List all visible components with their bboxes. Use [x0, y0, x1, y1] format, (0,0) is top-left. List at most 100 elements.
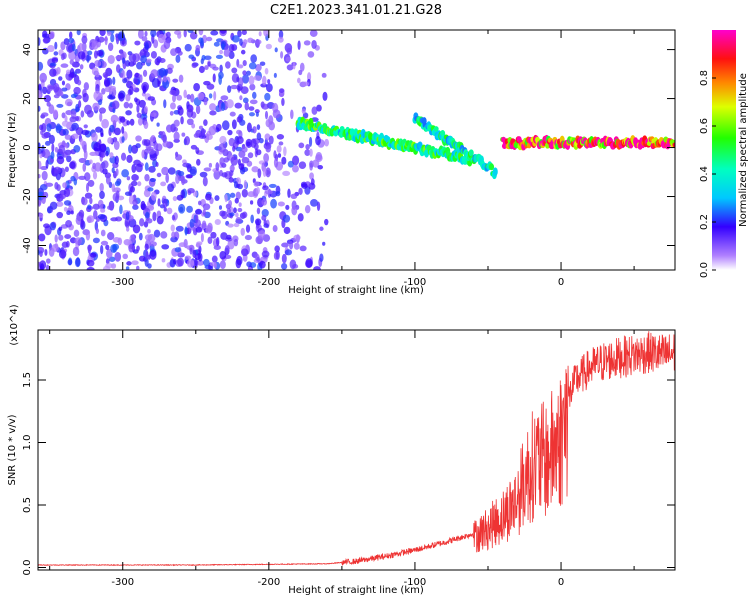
heatmap-cell	[83, 149, 88, 160]
heatmap-cell	[77, 79, 82, 86]
heatmap-cell	[185, 174, 193, 179]
heatmap-cell	[177, 106, 184, 116]
heatmap-cell	[157, 33, 166, 44]
snr-y-axis: 0.0 0.5 1.0 1.5	[22, 372, 675, 575]
heatmap-cell	[109, 152, 114, 159]
heatmap-cell	[255, 186, 260, 195]
heatmap-cell	[75, 257, 81, 267]
heatmap-cell	[249, 200, 254, 205]
heatmap-cell	[54, 41, 58, 50]
heatmap-cell	[48, 104, 55, 115]
heatmap-cell	[227, 85, 232, 94]
heatmap-cell	[110, 244, 118, 253]
heatmap-cell	[115, 190, 120, 199]
heatmap-cell	[52, 82, 60, 93]
heatmap-cell	[307, 51, 315, 58]
heatmap-cell	[282, 214, 291, 223]
heatmap-cell	[151, 191, 157, 201]
heatmap-cell	[241, 30, 247, 36]
heatmap-cell	[161, 244, 170, 250]
heatmap-cell	[170, 102, 176, 110]
heatmap-cell	[255, 63, 262, 72]
heatmap-cell	[69, 116, 77, 123]
heatmap-cell	[241, 188, 248, 198]
heatmap-cell	[169, 110, 174, 116]
heatmap-cell	[274, 47, 278, 53]
heatmap-cell	[235, 212, 239, 218]
heatmap-cell	[49, 68, 57, 77]
heatmap-cell	[183, 89, 187, 99]
heatmap-cell	[253, 75, 262, 81]
heatmap-cell	[256, 256, 261, 262]
heatmap-cell	[284, 249, 293, 256]
heatmap-cell	[273, 72, 277, 78]
heatmap-cell	[252, 91, 257, 99]
y-tick-label: 0.5	[22, 497, 33, 513]
heatmap-cell	[44, 249, 48, 256]
heatmap-cell	[246, 261, 252, 268]
heatmap-cell	[87, 216, 92, 224]
heatmap-cell	[268, 183, 277, 189]
heatmap-cell	[189, 218, 195, 229]
heatmap-cell	[91, 132, 98, 142]
colorbar: 0.0 0.2 0.4 0.6 0.8 Normalized spectral ampl…	[699, 30, 749, 278]
heatmap-cell	[56, 211, 64, 219]
heatmap-cell	[433, 126, 439, 132]
x-tick-label: 0	[558, 277, 564, 288]
heatmap-cell	[198, 132, 206, 137]
heatmap-cell	[245, 138, 253, 149]
heatmap-cell	[177, 32, 182, 39]
heatmap-cell	[257, 168, 262, 179]
heatmap-cell	[153, 39, 159, 49]
heatmap-cell	[82, 92, 89, 103]
heatmap-cell	[235, 146, 243, 152]
heatmap-cell	[82, 162, 87, 172]
heatmap-cell	[219, 157, 225, 166]
heatmap-cell	[188, 54, 195, 59]
heatmap-cell	[223, 48, 231, 57]
heatmap-cell	[203, 97, 208, 106]
heatmap-cell	[141, 36, 148, 42]
heatmap-cell	[94, 162, 102, 172]
heatmap-cell	[111, 100, 120, 110]
heatmap-cell	[195, 147, 200, 155]
heatmap-cell	[253, 181, 260, 187]
heatmap-cell	[297, 40, 301, 51]
heatmap-cell	[60, 63, 69, 68]
heatmap-cell	[115, 168, 119, 176]
figure-title: C2E1.2023.341.01.21.G28	[270, 3, 442, 18]
heatmap-cell	[90, 252, 97, 258]
heatmap-cell	[298, 69, 303, 76]
heatmap-cell	[95, 228, 100, 234]
heatmap-cell	[299, 62, 305, 72]
heatmap-cell	[63, 38, 70, 45]
heatmap-cell	[131, 164, 137, 173]
heatmap-cell	[140, 55, 147, 64]
heatmap-cell	[100, 208, 106, 213]
heatmap-cell	[198, 30, 204, 36]
heatmap-cell	[135, 135, 142, 142]
snr-frame	[37, 329, 676, 571]
heatmap-cell	[316, 104, 322, 112]
heatmap-cell	[73, 229, 80, 237]
heatmap-cell	[215, 236, 220, 247]
heatmap-cell	[261, 208, 269, 217]
heatmap-cell	[256, 124, 261, 130]
heatmap-cell	[93, 90, 102, 101]
heatmap-cell	[38, 83, 42, 92]
heatmap-cell	[276, 134, 285, 140]
heatmap-cell	[129, 85, 134, 95]
heatmap-cell	[200, 58, 204, 65]
heatmap-cell	[121, 57, 126, 65]
heatmap-cell	[85, 230, 91, 241]
heatmap-cell	[247, 266, 253, 270]
heatmap-cell	[286, 64, 294, 71]
spectrogram-x-label: Height of straight line (km)	[288, 285, 424, 296]
heatmap-cell	[235, 217, 242, 224]
heatmap-cell	[64, 143, 69, 149]
heatmap-cell	[263, 153, 270, 163]
heatmap-cell	[310, 178, 315, 186]
heatmap-cell	[144, 162, 149, 172]
heatmap-cell	[100, 132, 104, 138]
heatmap-cell	[45, 182, 54, 187]
